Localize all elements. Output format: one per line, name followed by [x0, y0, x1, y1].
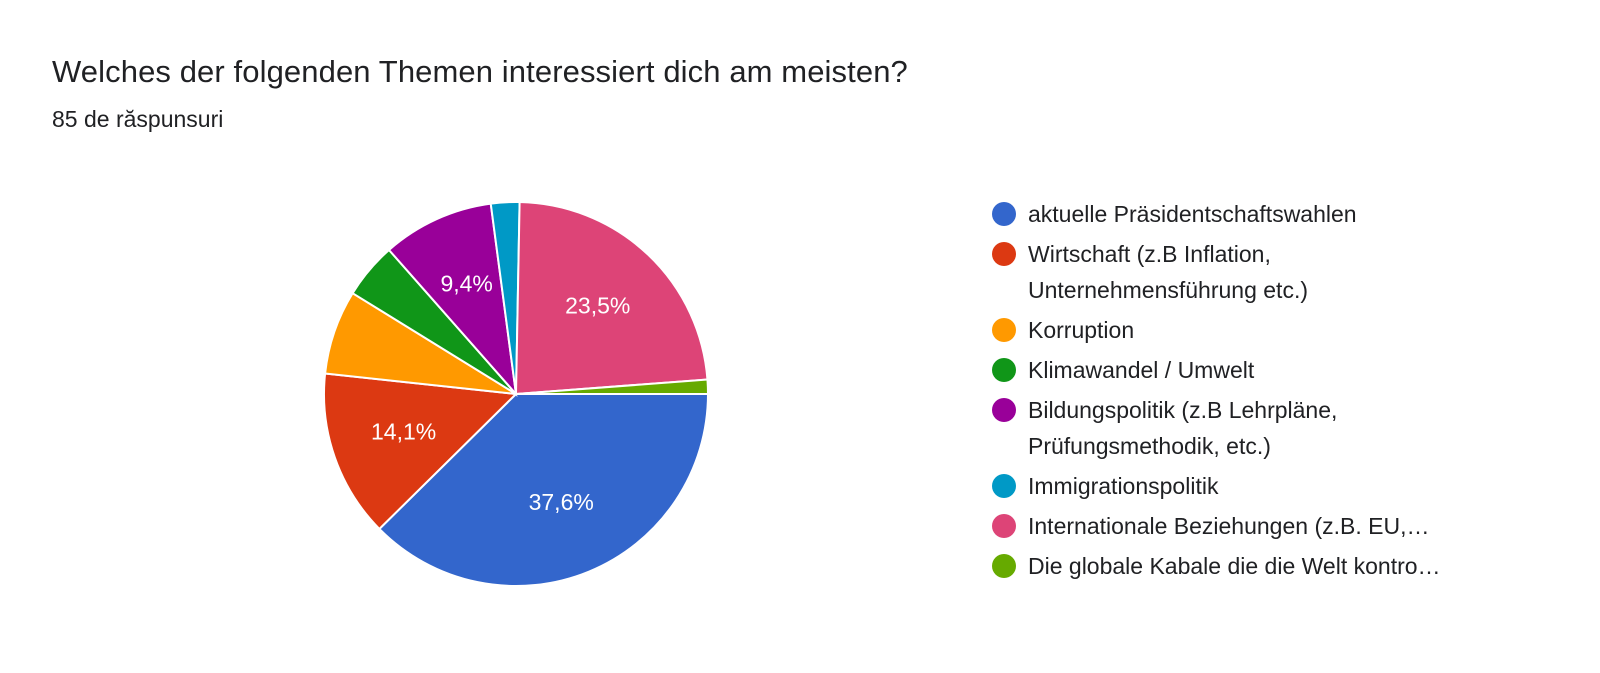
- slice-label: 23,5%: [565, 293, 630, 319]
- legend-swatch: [992, 202, 1016, 226]
- legend-swatch: [992, 474, 1016, 498]
- pie-slice[interactable]: [323, 372, 519, 531]
- legend-label: Immigrationspolitik: [1028, 473, 1219, 499]
- legend-label: Internationale Beziehungen (z.B. EU,…: [1028, 513, 1430, 539]
- legend-label: Klimawandel / Umwelt: [1028, 357, 1255, 383]
- legend-swatch: [992, 358, 1016, 382]
- legend-item[interactable]: Internationale Beziehungen (z.B. EU,…: [992, 508, 1552, 544]
- legend-swatch: [992, 242, 1016, 266]
- legend-swatch: [992, 554, 1016, 578]
- pie-slice[interactable]: [377, 393, 710, 587]
- legend-swatch: [992, 514, 1016, 538]
- legend-item[interactable]: Die globale Kabale die die Welt kontro…: [992, 548, 1552, 584]
- legend-item[interactable]: Klimawandel / Umwelt: [992, 352, 1552, 388]
- legend-item[interactable]: Bildungspolitik (z.B Lehrpläne, Prüfungs…: [992, 392, 1552, 464]
- slice-label: 14,1%: [371, 418, 436, 444]
- response-count: 85 de răspunsuri: [52, 106, 224, 132]
- legend-swatch: [992, 318, 1016, 342]
- legend-label: Bildungspolitik (z.B Lehrpläne, Prüfungs…: [1028, 397, 1338, 459]
- legend-item[interactable]: aktuelle Präsidentschaftswahlen: [992, 196, 1552, 232]
- pie-chart: 37,6% 14,1% 9,4% 23,5%: [323, 201, 710, 587]
- pie-slice[interactable]: [387, 202, 518, 398]
- slice-label: 37,6%: [529, 489, 594, 515]
- legend-item[interactable]: Korruption: [992, 312, 1552, 348]
- legend-item[interactable]: Immigrationspolitik: [992, 468, 1552, 504]
- legend-label: Korruption: [1028, 317, 1135, 343]
- legend-swatch: [992, 398, 1016, 422]
- legend-label: Die globale Kabale die die Welt kontro…: [1028, 553, 1441, 579]
- legend-label: aktuelle Präsidentschaftswahlen: [1028, 201, 1357, 227]
- legend-label: Wirtschaft (z.B Inflation, Unternehmensf…: [1028, 241, 1308, 303]
- chart-title: Welches der folgenden Themen interessier…: [52, 54, 908, 89]
- pie-slice[interactable]: [514, 201, 709, 396]
- slice-label: 9,4%: [440, 271, 492, 297]
- pie-slice[interactable]: [515, 378, 710, 395]
- legend-item[interactable]: Wirtschaft (z.B Inflation, Unternehmensf…: [992, 236, 1552, 308]
- legend: aktuelle Präsidentschaftswahlen Wirtscha…: [992, 196, 1552, 588]
